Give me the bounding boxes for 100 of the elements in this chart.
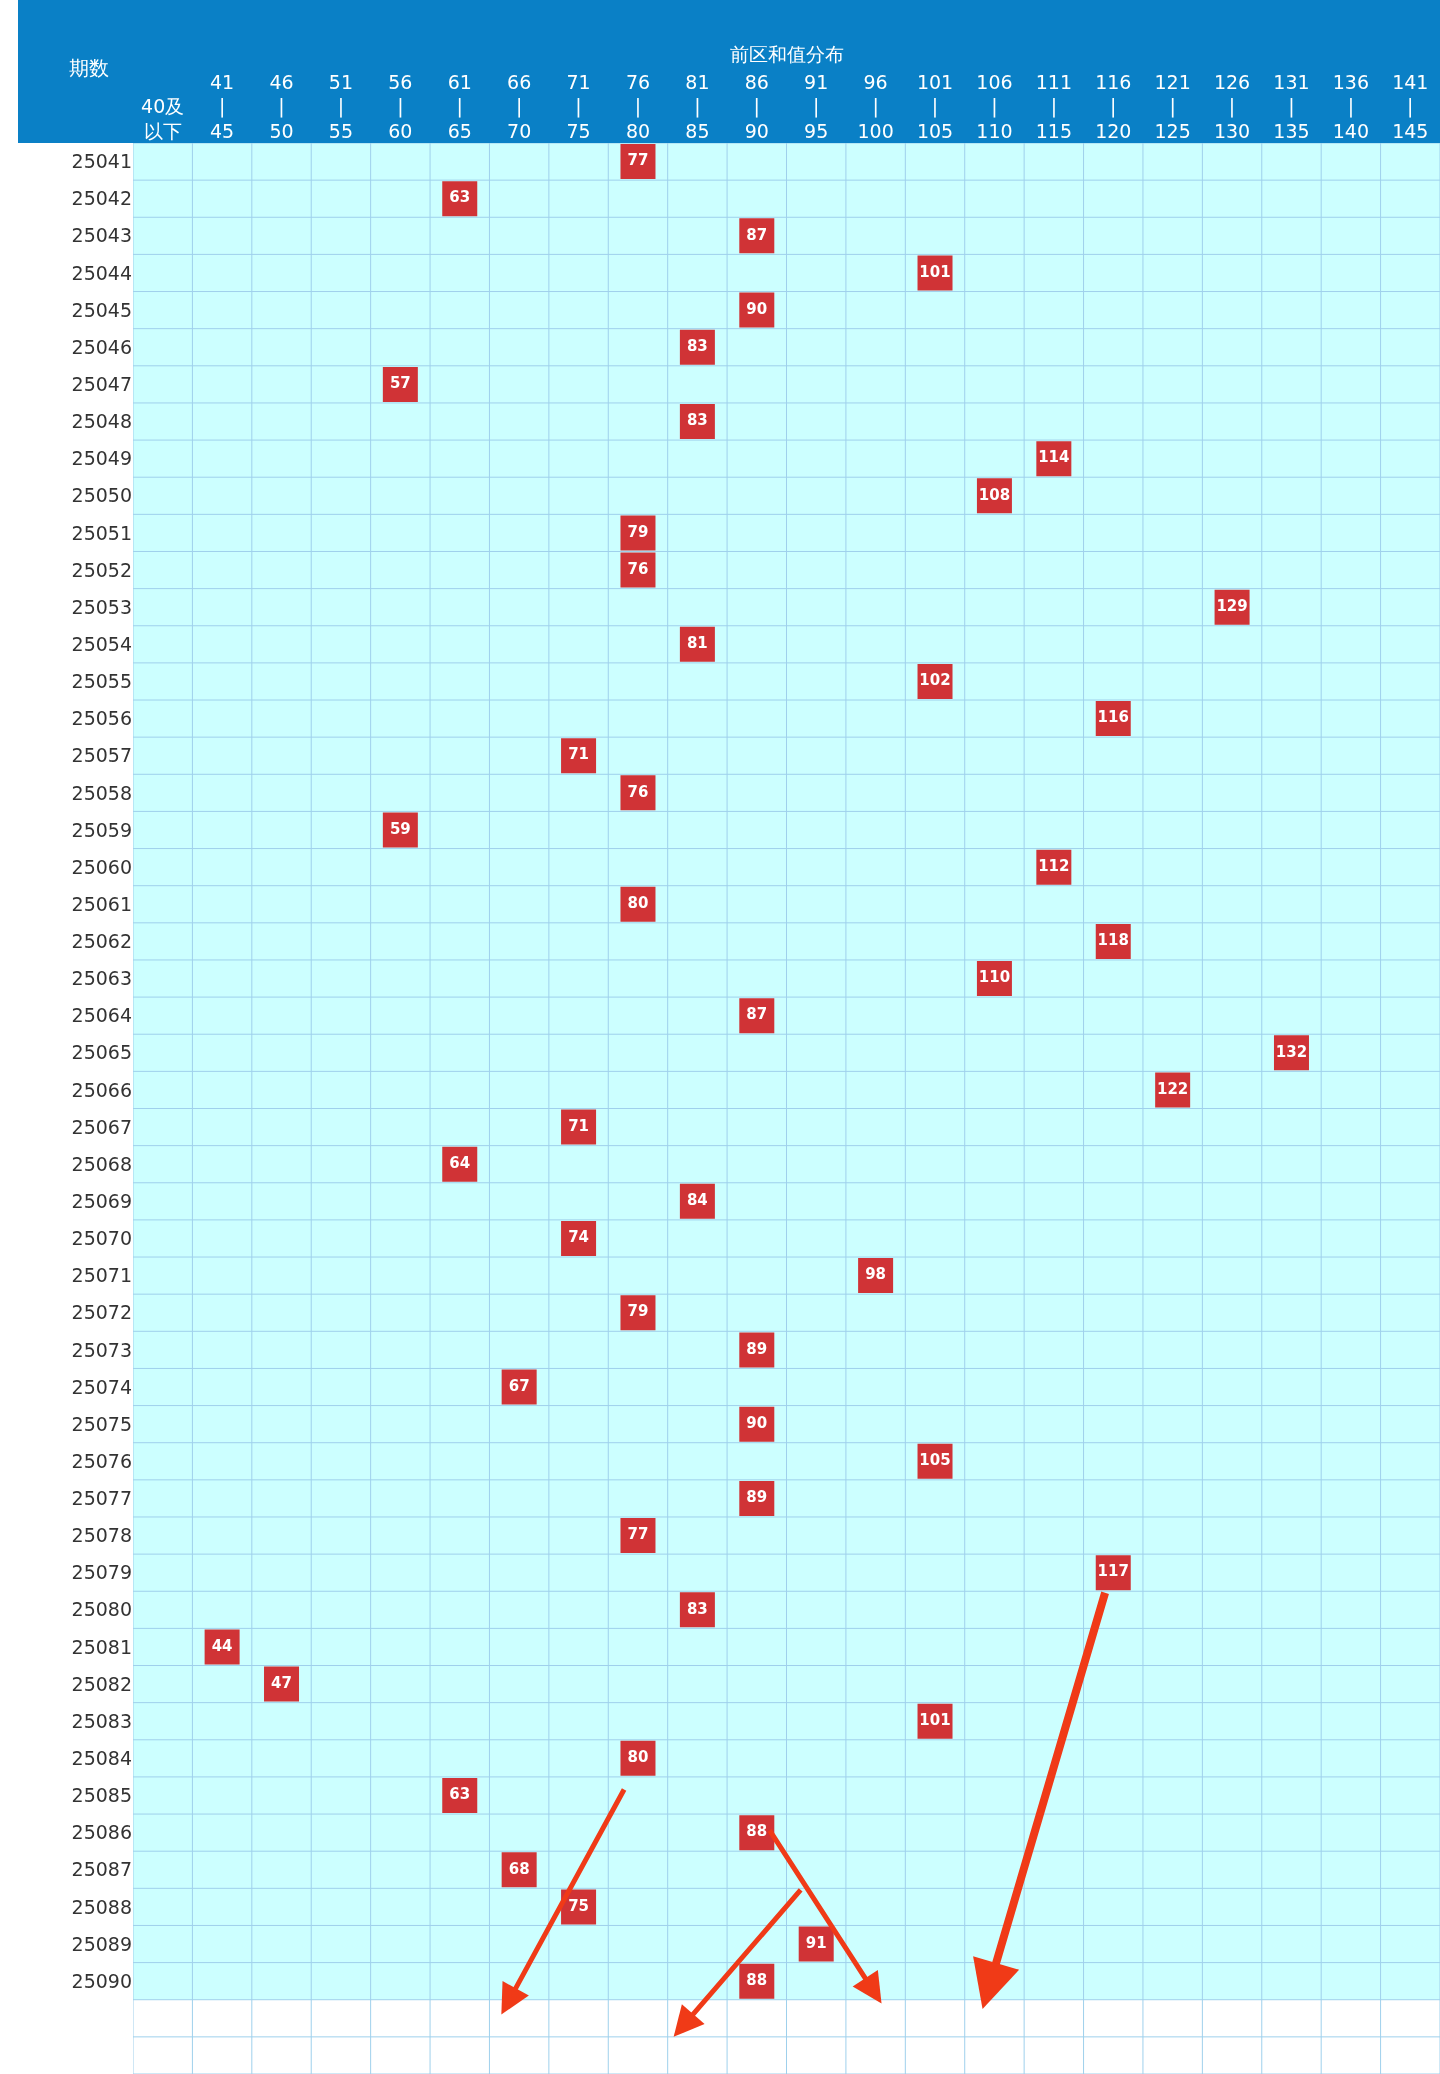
y-tick-label: 25049: [71, 447, 132, 470]
data-label: 89: [746, 1488, 768, 1507]
y-tick-label: 25081: [71, 1635, 132, 1658]
x-tick-label: 86 | 90: [744, 70, 769, 143]
x-tick-label: 91 | 95: [804, 70, 829, 143]
data-label: 129: [1216, 596, 1248, 615]
y-tick-label: 25058: [71, 781, 132, 804]
y-tick-label: 25055: [71, 670, 132, 693]
y-tick-label: 25066: [71, 1078, 132, 1101]
y-tick-label: 25086: [71, 1821, 132, 1844]
data-label: 74: [568, 1228, 590, 1247]
y-tick-label: 25062: [71, 930, 132, 953]
y-axis-title: 期数: [69, 56, 109, 80]
data-label: 101: [919, 262, 951, 281]
data-label: 81: [686, 634, 708, 653]
chart-title: 前区和值分布: [729, 42, 844, 65]
data-label: 67: [508, 1376, 530, 1395]
data-label: 76: [627, 559, 649, 578]
x-tick-label: 81 | 85: [685, 70, 710, 143]
data-label: 90: [746, 299, 768, 318]
y-tick-label: 25079: [71, 1561, 132, 1584]
y-tick-label: 25078: [71, 1524, 132, 1547]
data-label: 80: [627, 894, 649, 913]
y-tick-label: 25056: [71, 707, 132, 730]
y-tick-label: 25072: [71, 1301, 132, 1324]
data-label: 63: [449, 1785, 471, 1804]
y-tick-label: 25075: [71, 1412, 132, 1435]
y-tick-label: 25057: [71, 744, 132, 767]
y-tick-label: 25073: [71, 1338, 132, 1361]
y-tick-label: 25053: [71, 595, 132, 618]
data-label: 79: [627, 522, 649, 541]
data-label: 102: [919, 671, 951, 690]
x-tick-label: 61 | 65: [447, 70, 472, 143]
data-label: 80: [627, 1748, 649, 1767]
x-tick-label: 116 | 120: [1095, 70, 1132, 143]
y-tick-label: 25088: [71, 1895, 132, 1918]
y-tick-label: 25060: [71, 855, 132, 878]
y-tick-label: 25087: [71, 1858, 132, 1881]
y-tick-label: 25089: [71, 1932, 132, 1955]
data-label: 132: [1275, 1042, 1308, 1061]
data-label: 71: [568, 1116, 590, 1135]
x-tick-label: 46 | 50: [269, 70, 294, 143]
y-tick-label: 25070: [71, 1227, 132, 1250]
y-tick-label: 25085: [71, 1784, 132, 1807]
data-label: 83: [686, 336, 708, 355]
y-tick-label: 25044: [71, 261, 132, 284]
data-label: 64: [449, 1153, 471, 1172]
data-label: 88: [746, 1970, 768, 1989]
x-tick-label: 51 | 55: [328, 70, 354, 143]
data-label: 110: [978, 968, 1011, 987]
y-tick-label: 25090: [71, 1969, 132, 1992]
x-tick-label: 131 | 135: [1273, 70, 1310, 143]
data-label: 63: [449, 188, 471, 207]
data-label: 101: [919, 1710, 951, 1729]
x-tick-label: 76 | 80: [625, 70, 651, 143]
x-tick-label: 141 | 145: [1392, 70, 1429, 143]
x-tick-label: 121 | 125: [1154, 70, 1191, 143]
y-tick-label: 25064: [71, 1004, 132, 1027]
y-tick-label: 25074: [71, 1375, 132, 1398]
x-tick-label: 66 | 70: [507, 70, 532, 143]
y-tick-label: 25077: [71, 1487, 132, 1510]
y-tick-label: 25080: [71, 1598, 132, 1621]
y-tick-label: 25061: [71, 892, 132, 915]
data-label: 83: [686, 411, 708, 430]
x-tick-label: 40及以下: [141, 95, 185, 143]
data-label: 117: [1097, 1562, 1129, 1581]
y-tick-label: 25047: [71, 373, 132, 396]
x-tick-label: 106 | 110: [976, 70, 1013, 143]
data-label: 114: [1038, 448, 1070, 467]
x-tick-label: 56 | 60: [388, 70, 413, 143]
y-tick-label: 25051: [71, 521, 132, 544]
data-label: 88: [746, 1822, 768, 1841]
data-label: 76: [627, 782, 649, 801]
data-label: 68: [508, 1859, 530, 1878]
y-tick-label: 25045: [71, 298, 132, 321]
data-label: 98: [865, 1265, 887, 1284]
data-label: 57: [389, 374, 411, 393]
y-tick-label: 25069: [71, 1189, 132, 1212]
y-tick-label: 25076: [71, 1449, 132, 1472]
data-label: 79: [627, 1302, 649, 1321]
x-tick-label: 71 | 75: [566, 70, 591, 143]
y-tick-label: 25067: [71, 1115, 132, 1138]
data-label: 44: [211, 1636, 233, 1655]
y-tick-label: 25082: [71, 1672, 132, 1695]
y-tick-label: 25054: [71, 632, 132, 655]
y-tick-label: 25043: [71, 224, 132, 247]
y-tick-label: 25048: [71, 410, 132, 433]
y-tick-label: 25052: [71, 558, 132, 581]
x-tick-label: 41 | 45: [210, 70, 235, 143]
data-label: 116: [1097, 708, 1129, 727]
y-tick-label: 25083: [71, 1709, 132, 1732]
data-label: 105: [919, 1451, 951, 1470]
y-tick-label: 25041: [71, 150, 132, 173]
y-tick-label: 25050: [71, 484, 132, 507]
data-label: 112: [1038, 856, 1070, 875]
data-label: 90: [746, 1413, 768, 1432]
data-label: 122: [1157, 1079, 1189, 1098]
x-tick-label: 111 | 115: [1035, 70, 1072, 143]
y-tick-label: 25084: [71, 1747, 132, 1770]
y-tick-label: 25068: [71, 1152, 132, 1175]
